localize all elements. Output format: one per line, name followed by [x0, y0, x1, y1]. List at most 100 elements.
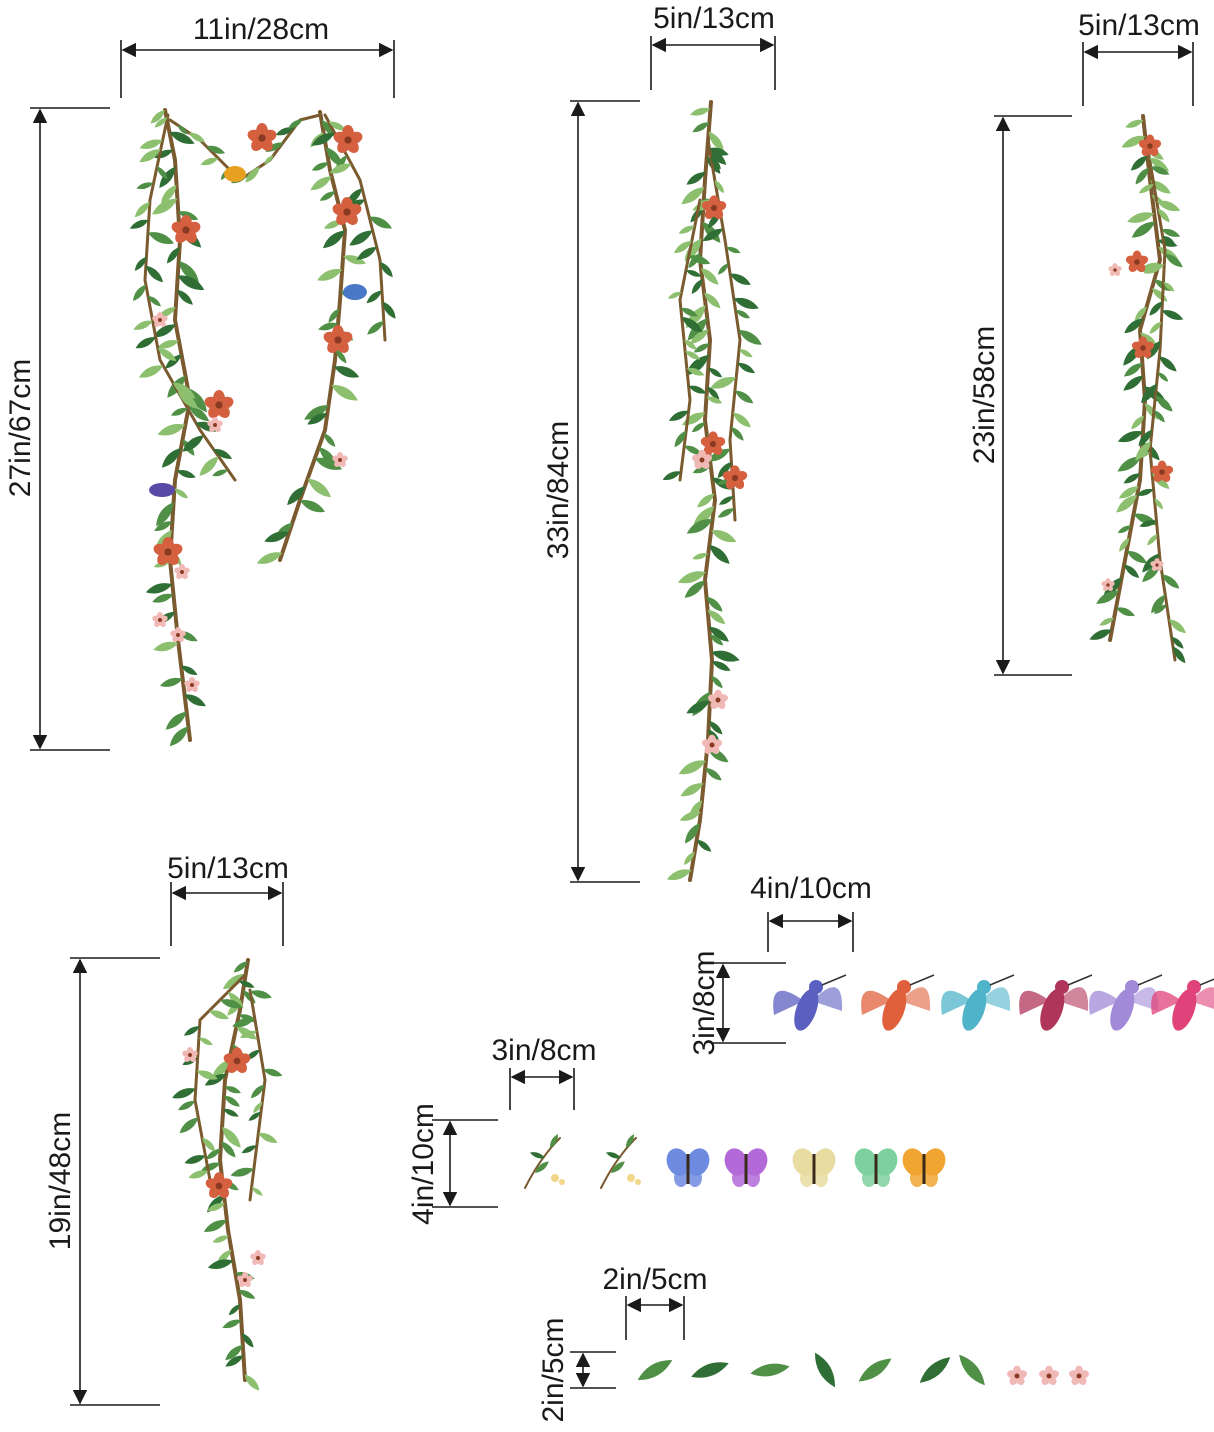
- leaf-icon: [1161, 228, 1181, 237]
- hummingbird-stickers: [773, 974, 1214, 1031]
- leaf-icon: [714, 180, 725, 194]
- leaf-icon: [680, 783, 704, 797]
- leaf-icon: [157, 339, 179, 349]
- hummingbird-icon: [773, 974, 847, 1031]
- leaf-icon: [858, 1358, 892, 1382]
- leaf-icon: [205, 1148, 221, 1160]
- vine3-height-label: 23in/58cm: [968, 326, 1001, 464]
- leaf-icon: [732, 412, 751, 428]
- leaf-icon: [314, 457, 343, 470]
- flower-icon: [323, 325, 353, 353]
- leaf-icon: [1123, 362, 1143, 377]
- leaf-icon: [166, 247, 180, 264]
- leaf-sprig-icon: [524, 1134, 565, 1189]
- leaf-icon: [677, 571, 706, 584]
- leaf-icon: [707, 448, 731, 462]
- bird-icon: [343, 284, 367, 300]
- leaf-icon: [311, 162, 329, 171]
- leaf-icon: [1089, 629, 1112, 640]
- leaf-icon: [178, 1100, 196, 1111]
- butterfly-icon: [792, 1148, 836, 1187]
- vine1-width-label: 11in/28cm: [193, 13, 329, 46]
- leaf-icon: [679, 811, 701, 821]
- leaf-icon: [683, 339, 697, 350]
- leaf-icon: [683, 851, 695, 865]
- leaf-icon: [1124, 564, 1140, 579]
- leaf-icon: [224, 1086, 241, 1094]
- leaf-icon: [690, 107, 711, 116]
- leaf-icon: [356, 247, 377, 260]
- leaf-icon: [1135, 167, 1149, 185]
- leaf-icon: [134, 201, 150, 218]
- leaf-icon: [1147, 534, 1158, 546]
- leaf-icon: [258, 1132, 278, 1143]
- leaf-icon: [1168, 619, 1186, 634]
- leaf-icon: [213, 448, 233, 459]
- leaf-icon: [1116, 607, 1135, 617]
- leaf-icon: [169, 726, 189, 747]
- leaf-icon: [161, 448, 181, 468]
- leaf-icon: [250, 1084, 265, 1099]
- leaf-icon: [224, 1095, 240, 1107]
- leaf-icon: [1136, 488, 1154, 496]
- leaf-icon: [212, 469, 229, 477]
- leaf-icon: [199, 456, 219, 476]
- butterfly-stickers: [524, 1134, 946, 1189]
- leaf-icon: [145, 583, 173, 594]
- leaf-icon: [159, 677, 183, 687]
- leaf-icon: [686, 519, 713, 534]
- leaf-icon: [349, 230, 373, 246]
- leaf-icon: [287, 486, 305, 506]
- flower-icon: [152, 311, 168, 327]
- leaf-icon: [153, 324, 176, 338]
- vine-stem: [248, 988, 267, 1202]
- leaf-icon: [154, 521, 173, 532]
- leaf-icon: [1131, 415, 1145, 430]
- leaf-icon: [239, 1030, 257, 1038]
- leaf-icon: [318, 322, 339, 331]
- leaf-icon: [133, 284, 146, 302]
- leaf-icon: [319, 191, 336, 201]
- vine2-height-label: 33in/84cm: [542, 421, 575, 559]
- vine-sticker-4: [172, 958, 283, 1391]
- leaf-icon: [238, 1289, 256, 1299]
- leaf-icon: [1123, 473, 1141, 484]
- leaf-icon: [1124, 318, 1144, 334]
- leaf-icon: [184, 1155, 206, 1164]
- leaf-icon: [709, 147, 729, 156]
- leaf-icon: [178, 211, 199, 220]
- leaf-icon: [1155, 395, 1173, 412]
- leaf-icon: [181, 665, 198, 675]
- leaf-icon: [684, 445, 703, 455]
- dimension-lines: [30, 36, 1194, 1406]
- leaf-icon: [730, 273, 751, 285]
- leaf-icon: [321, 120, 336, 138]
- leaf-icon: [678, 760, 706, 775]
- leaf-icon: [673, 240, 692, 254]
- leaf-icon: [223, 1108, 239, 1117]
- birds-height-label: 3in/8cm: [688, 950, 721, 1055]
- leaf-icon: [245, 1049, 260, 1060]
- dimension-labels: 11in/28cm 27in/67cm 5in/13cm 33in/84cm 5…: [4, 2, 1200, 1423]
- leaf-icon: [1121, 135, 1146, 148]
- leaf-icon: [204, 1073, 227, 1086]
- leaf-icon: [1135, 451, 1151, 458]
- leaf-icon: [135, 337, 156, 349]
- hummingbird-icon: [1019, 974, 1093, 1031]
- leaf-icon: [165, 354, 182, 369]
- hummingbird-icon: [861, 974, 935, 1031]
- leaf-icon: [317, 269, 343, 281]
- flower-icon: [1101, 578, 1115, 591]
- leaf-icon: [1151, 594, 1166, 614]
- leaf-icon: [145, 265, 164, 283]
- leaf-icon: [299, 499, 326, 513]
- leaf-icon: [1149, 301, 1163, 316]
- leaf-icon: [183, 1026, 200, 1036]
- leaf-icon: [178, 260, 199, 283]
- leaf-icon: [1159, 356, 1177, 372]
- leaf-icon: [207, 1259, 234, 1269]
- leaf-icon: [275, 127, 295, 136]
- leaf-icon: [188, 132, 206, 143]
- leaf-icon: [174, 488, 189, 499]
- leaf-icon: [238, 980, 255, 988]
